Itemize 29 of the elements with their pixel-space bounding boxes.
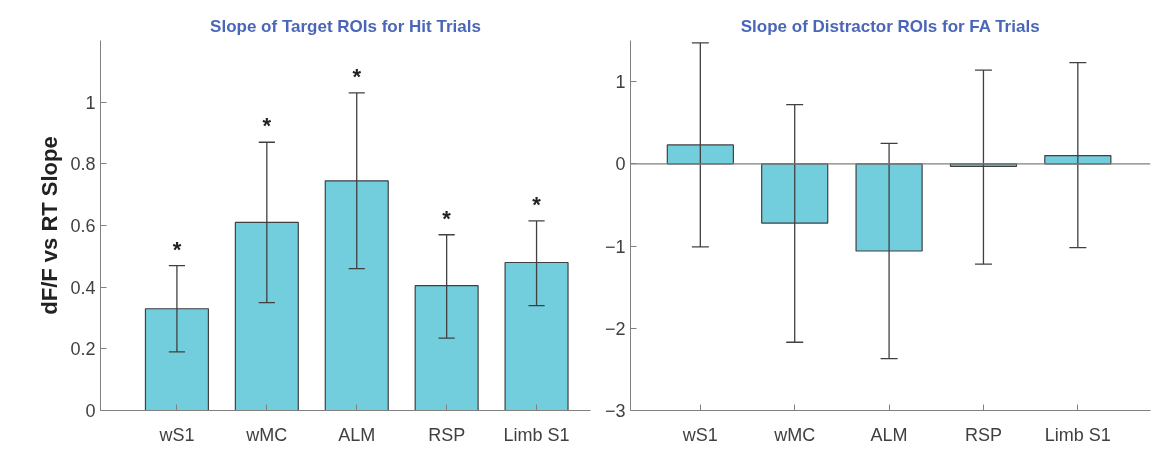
y-tick-label: 0 bbox=[615, 154, 626, 175]
annotation: * bbox=[352, 63, 362, 89]
y-tick-label: 0 bbox=[85, 401, 96, 421]
x-tick-label: RSP bbox=[428, 424, 466, 445]
y-axis-title: dF/F vs RT Slope bbox=[37, 136, 63, 315]
y-tick-label: 0.8 bbox=[70, 154, 96, 175]
y-tick-label: −2 bbox=[604, 318, 626, 339]
annotation: * bbox=[442, 205, 452, 231]
annotation: * bbox=[172, 236, 182, 262]
annotation: * bbox=[532, 191, 542, 217]
x-tick-label: ALM bbox=[338, 424, 376, 445]
y-tick-label: 1 bbox=[85, 92, 96, 113]
x-tick-label: Limb S1 bbox=[1044, 424, 1111, 445]
y-tick-label: 0.6 bbox=[70, 216, 96, 236]
chart-title: Slope of Target ROIs for Hit Trials bbox=[210, 16, 481, 36]
y-tick-label: −1 bbox=[604, 236, 626, 257]
x-tick-label: ALM bbox=[870, 424, 908, 445]
x-tick-label: wS1 bbox=[681, 424, 718, 445]
x-tick-label: Limb S1 bbox=[503, 424, 570, 445]
annotation: * bbox=[262, 113, 272, 139]
y-tick-label: 0.4 bbox=[70, 277, 96, 298]
x-tick-label: wS1 bbox=[158, 424, 195, 445]
y-tick-label: 0.2 bbox=[70, 339, 96, 360]
x-tick-label: RSP bbox=[964, 424, 1002, 445]
chart-title: Slope of Distractor ROIs for FA Trials bbox=[740, 16, 1040, 36]
x-tick-label: wMC bbox=[773, 424, 816, 445]
y-tick-label: −3 bbox=[604, 401, 626, 421]
x-tick-label: wMC bbox=[245, 424, 288, 445]
y-tick-label: 1 bbox=[615, 72, 626, 93]
